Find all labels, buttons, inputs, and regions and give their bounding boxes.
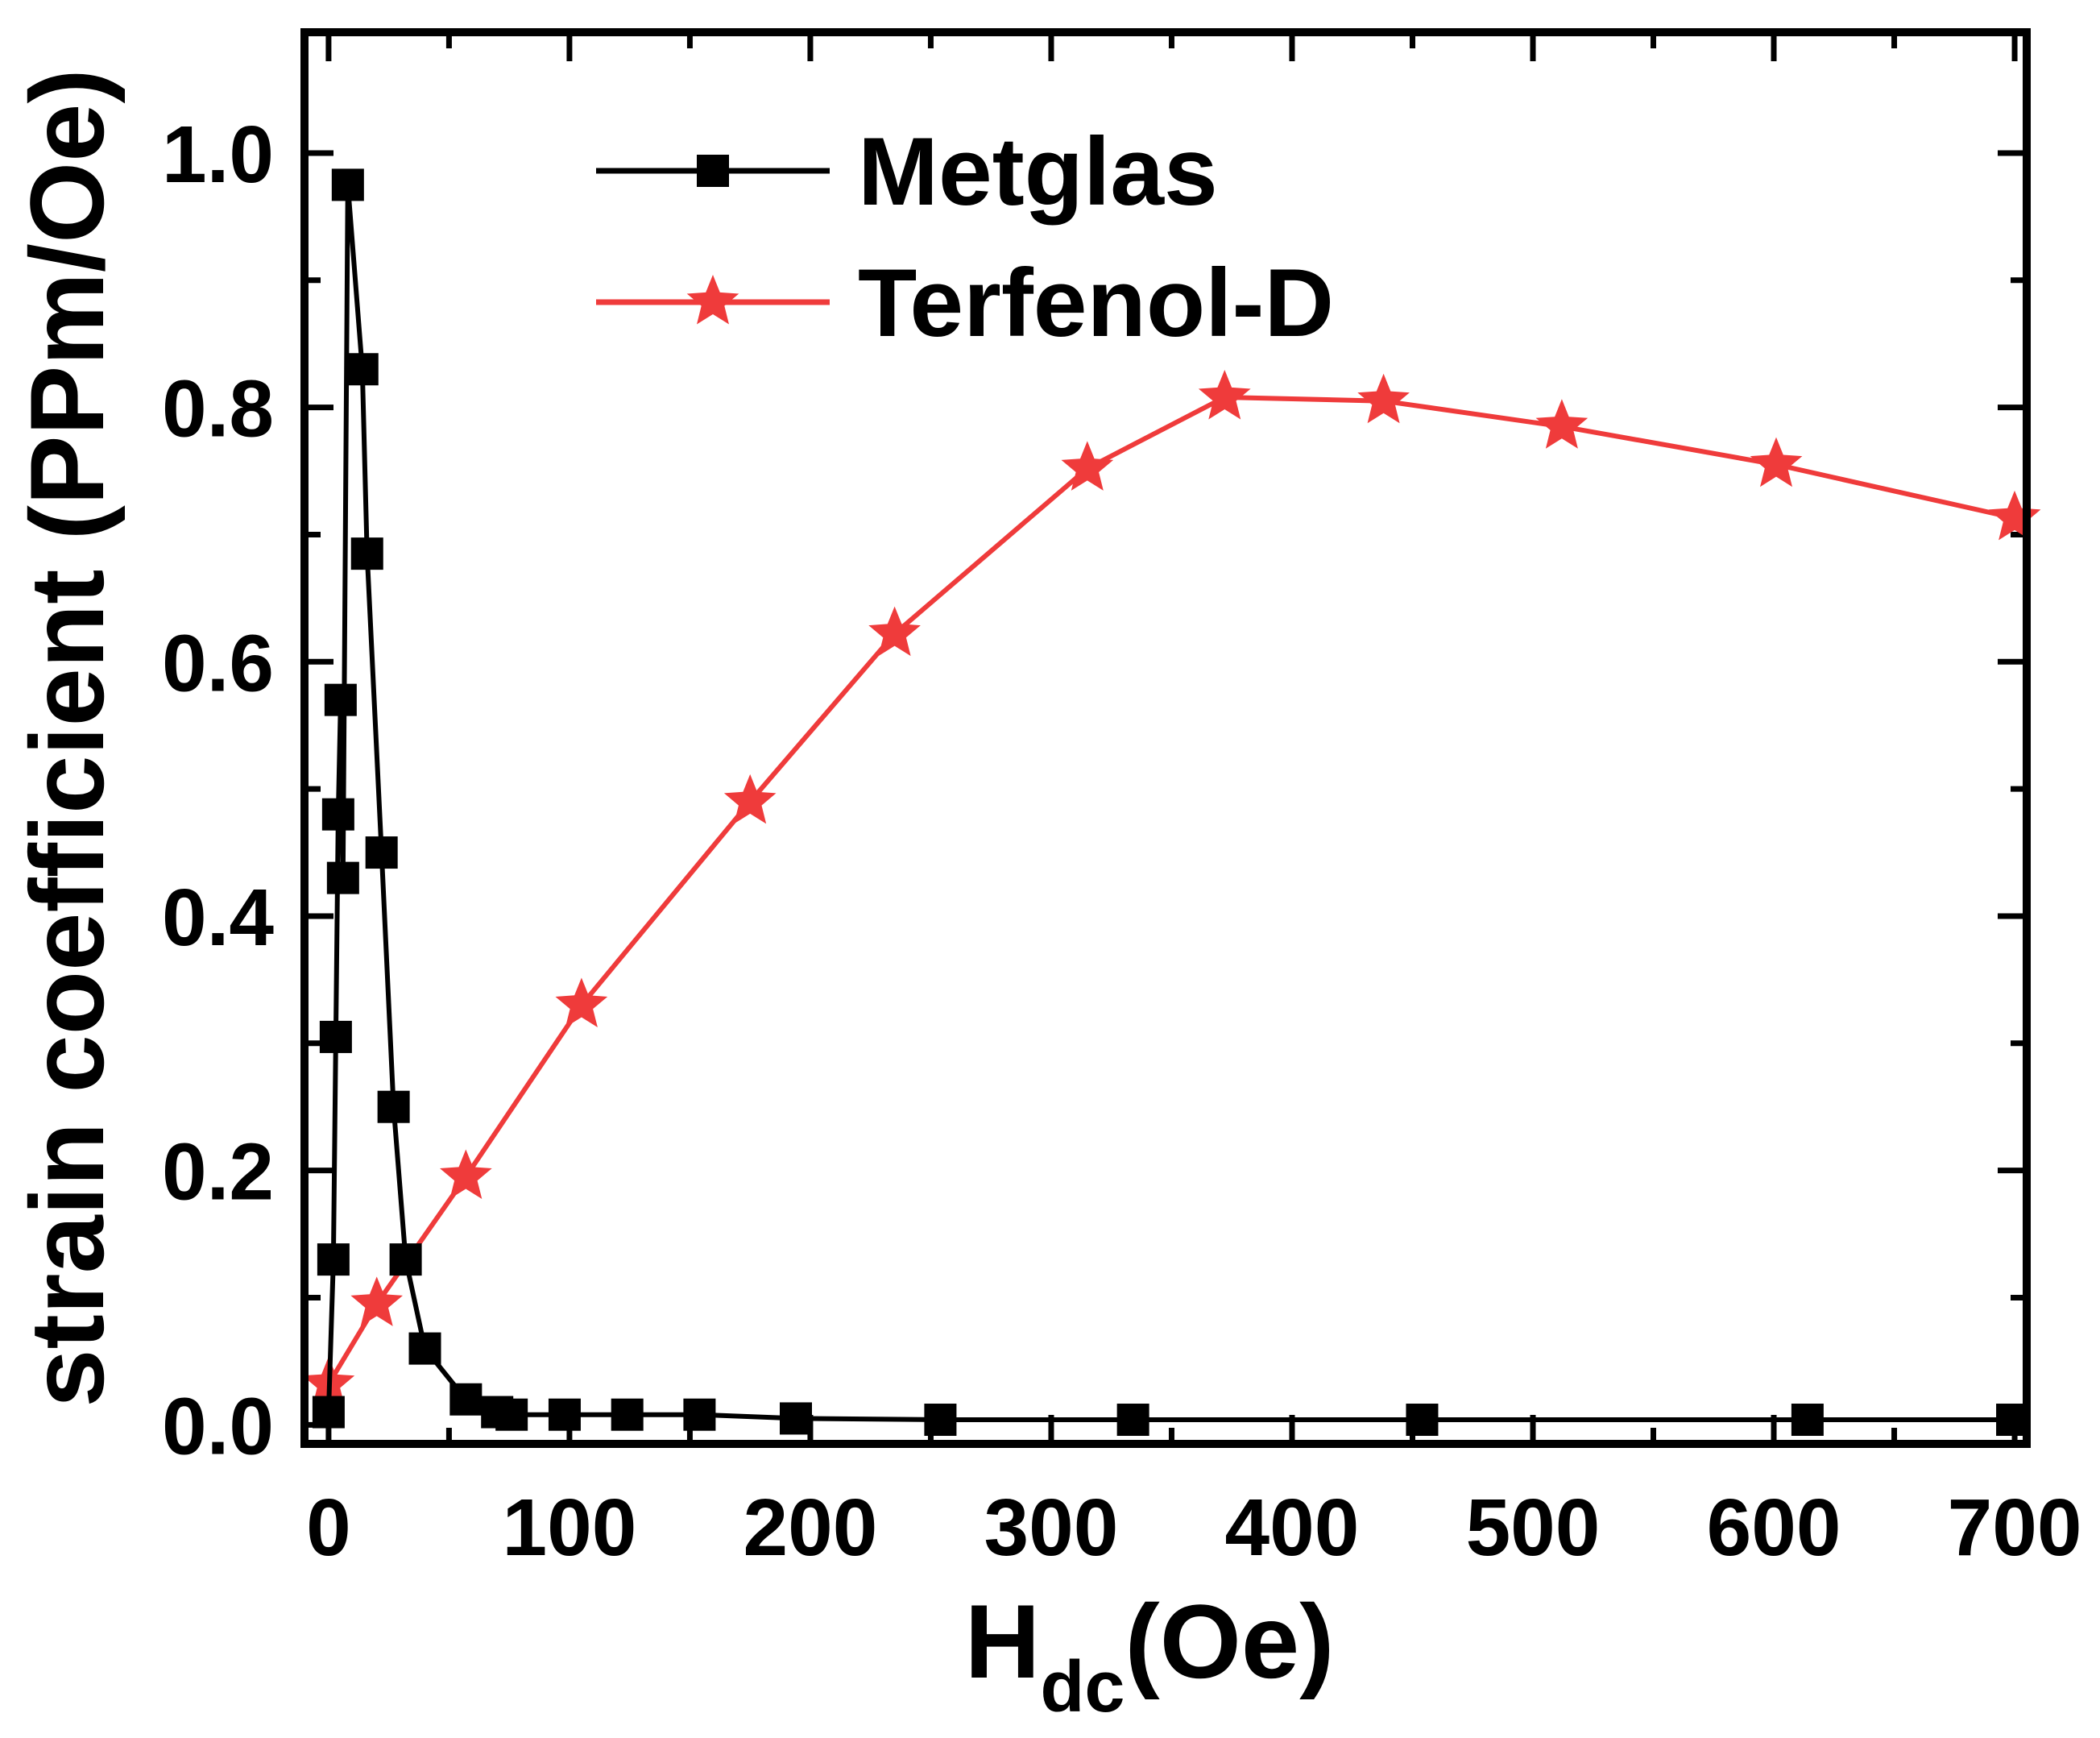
data-point xyxy=(312,1396,345,1429)
data-point xyxy=(365,836,398,869)
x-tick-label: 100 xyxy=(502,1483,636,1573)
x-tick-labels: 0 100 200 300 400 500 600 700 xyxy=(306,1483,2081,1573)
y-tick-label: 0.6 xyxy=(162,618,274,708)
x-tick-label: 600 xyxy=(1707,1483,1841,1573)
data-point xyxy=(1535,399,1588,449)
data-point xyxy=(350,1276,403,1326)
data-point xyxy=(1406,1404,1439,1437)
data-point xyxy=(319,1020,352,1053)
y-tick-label: 1.0 xyxy=(162,110,274,200)
data-point xyxy=(868,606,921,657)
data-point xyxy=(1750,437,1803,487)
plot-frame xyxy=(300,28,2031,1448)
data-point xyxy=(780,1402,813,1435)
data-point xyxy=(495,1398,528,1431)
data-point xyxy=(1791,1404,1824,1437)
data-point xyxy=(1116,1404,1149,1437)
data-point xyxy=(326,861,359,894)
legend: Metglas Terfenol-D xyxy=(596,118,1334,357)
data-point xyxy=(408,1332,441,1365)
x-tick-label: 500 xyxy=(1466,1483,1601,1573)
data-point xyxy=(449,1383,483,1416)
series-metglas xyxy=(312,168,2029,1437)
y-tick-label: 0.2 xyxy=(162,1127,274,1217)
axis-ticks xyxy=(304,32,2027,1444)
data-point xyxy=(1357,373,1410,424)
data-point xyxy=(683,1398,716,1431)
series-line xyxy=(326,395,2015,1386)
data-point xyxy=(1988,490,2041,541)
data-point xyxy=(321,798,354,831)
series-terfenol-d xyxy=(302,370,2041,1407)
x-tick-label: 700 xyxy=(1948,1483,2082,1573)
legend-marker xyxy=(686,275,739,325)
x-tick-label: 400 xyxy=(1225,1483,1360,1573)
legend-marker xyxy=(697,155,729,187)
data-point xyxy=(346,353,379,386)
data-point xyxy=(723,774,777,824)
data-point xyxy=(924,1404,957,1437)
data-point xyxy=(1061,441,1114,491)
series-layer xyxy=(302,168,2041,1437)
x-axis-title-sub: dc xyxy=(1040,1647,1125,1728)
data-point xyxy=(377,1090,410,1123)
y-axis-title: strain coefficient (PPm/Oe) xyxy=(8,68,126,1408)
x-tick-label: 200 xyxy=(743,1483,878,1573)
y-tick-label: 0.4 xyxy=(162,873,274,963)
data-point xyxy=(548,1398,581,1431)
data-point xyxy=(440,1149,492,1199)
legend-label: Metglas xyxy=(858,118,1218,226)
legend-label: Terfenol-D xyxy=(858,249,1334,357)
data-point xyxy=(350,537,383,570)
data-point xyxy=(611,1398,644,1431)
data-point xyxy=(555,977,608,1027)
x-tick-label: 300 xyxy=(984,1483,1119,1573)
y-tick-labels: 0.0 0.2 0.4 0.6 0.8 1.0 xyxy=(162,110,274,1471)
data-point xyxy=(389,1243,422,1276)
x-axis-title-unit: (Oe) xyxy=(1125,1582,1334,1700)
data-point xyxy=(331,168,364,201)
y-tick-label: 0.0 xyxy=(162,1381,274,1471)
x-tick-label: 0 xyxy=(306,1483,351,1573)
y-tick-label: 0.8 xyxy=(162,364,274,454)
x-axis-title-main: H xyxy=(965,1582,1041,1700)
data-point xyxy=(317,1243,350,1276)
data-point xyxy=(324,683,357,716)
data-point xyxy=(1198,370,1251,420)
series-line xyxy=(325,182,2013,1422)
x-axis-title: Hdc(Oe) xyxy=(965,1582,1335,1728)
